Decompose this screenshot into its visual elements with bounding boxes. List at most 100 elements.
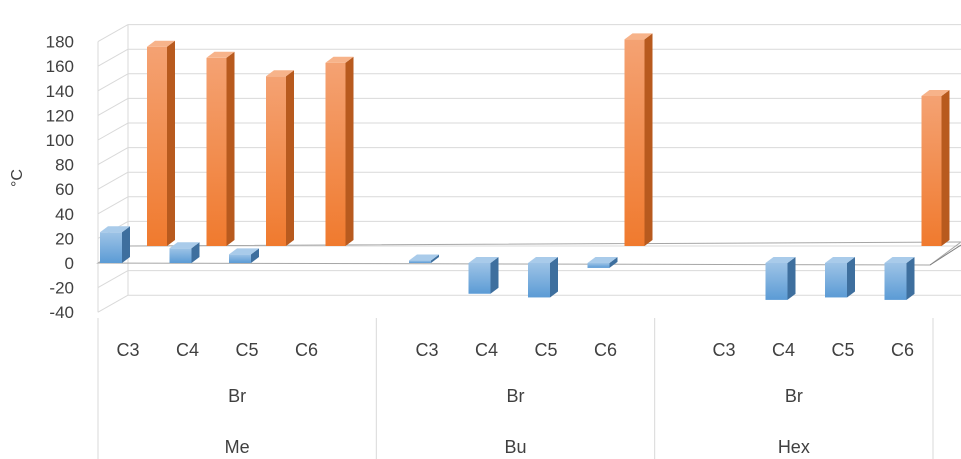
blue-bar-side [431, 254, 439, 263]
category-label: C3 [116, 340, 139, 360]
orange-bar-front [624, 39, 645, 246]
series-blue-bars [100, 226, 915, 300]
category-label: C6 [891, 340, 914, 360]
category-label: C5 [534, 340, 557, 360]
y-tick-label: 0 [65, 254, 74, 273]
y-tick-label: 20 [55, 229, 74, 248]
orange-bar [921, 89, 950, 246]
blue-bar-top [587, 257, 618, 263]
blue-bar-top [884, 257, 915, 263]
blue-bar-front [409, 260, 431, 263]
blue-bar-top [528, 257, 558, 263]
y-axis-title: °C [9, 169, 26, 187]
category-label: C4 [176, 340, 199, 360]
blue-bar-top [825, 257, 855, 263]
orange-bar-top [147, 40, 175, 47]
blue-bar [169, 242, 200, 263]
y-tick-label: 140 [46, 82, 74, 101]
category-label: C5 [831, 340, 854, 360]
category-group-label: Br [507, 386, 525, 406]
category-group-label: Br [228, 386, 246, 406]
gridline-side [97, 294, 129, 313]
series-orange-bars [147, 33, 950, 247]
blue-bar-front [825, 263, 847, 298]
blue-bar [468, 257, 499, 294]
blue-bar-front [468, 263, 491, 294]
blue-bar [528, 257, 558, 298]
blue-bar-top [468, 257, 499, 263]
y-tick-label: 160 [46, 57, 74, 76]
y-tick-label: 120 [46, 106, 74, 125]
orange-bar-front [325, 62, 346, 247]
blue-bar-front [169, 248, 192, 263]
category-label: C6 [594, 340, 617, 360]
orange-bar-top [206, 51, 235, 58]
blue-bar-top [169, 242, 200, 249]
orange-bar [147, 40, 175, 246]
blue-bar-side [122, 226, 130, 263]
orange-bar-side [167, 40, 175, 246]
blue-bar-side [609, 257, 618, 268]
y-tick-label: 100 [46, 131, 74, 150]
gridline-side [97, 73, 129, 92]
blue-bar-front [229, 254, 251, 263]
y-tick-label: 40 [55, 205, 74, 224]
orange-bar-side [226, 51, 235, 247]
blue-bar-side [847, 257, 855, 298]
blue-bar [765, 257, 796, 300]
gridline-side [97, 48, 129, 67]
blue-bar-front [884, 263, 907, 300]
category-label: C3 [415, 340, 438, 360]
blue-bar-front [587, 263, 610, 268]
orange-bar-top [325, 56, 354, 63]
blue-bar [229, 248, 259, 263]
category-supergroup-label: Me [225, 437, 250, 457]
blue-bar [884, 257, 915, 300]
orange-bar-side [941, 89, 950, 246]
orange-bar-front [206, 57, 227, 247]
orange-bar [325, 56, 354, 247]
orange-bar-side [644, 33, 653, 246]
zero-plane-edge [929, 244, 961, 266]
orange-bar [266, 70, 294, 246]
category-supergroup-label: Bu [504, 437, 526, 457]
blue-bar-front [100, 232, 122, 263]
y-tick-label: 60 [55, 180, 74, 199]
gridline-side [97, 270, 129, 289]
blue-bar-side [906, 257, 915, 300]
category-label: C6 [295, 340, 318, 360]
gridline-side [97, 97, 129, 116]
category-axis-table: C3 C4 C5 C6 C3 C4 C5 C6 C3 C4 C5 C6 Br Br Br Me Bu Hex [97, 318, 934, 459]
blue-bar-front [765, 263, 788, 300]
blue-bar-top [409, 254, 439, 261]
blue-bar-front [528, 263, 550, 298]
blue-bar-side [251, 248, 259, 263]
orange-bar-top [624, 33, 653, 40]
orange-bar [624, 33, 653, 246]
blue-bar-top [765, 257, 796, 263]
blue-bar [100, 226, 130, 263]
blue-bar-top [100, 226, 130, 233]
blue-bar-side [787, 257, 796, 300]
blue-bar [409, 254, 439, 263]
orange-bar-top [266, 70, 294, 77]
gridline-side [97, 122, 129, 141]
blue-bar-side [191, 242, 200, 263]
category-group-label: Br [785, 386, 803, 406]
gridline-side [97, 24, 129, 43]
y-tick-label: 80 [55, 156, 74, 175]
category-label: C4 [475, 340, 498, 360]
category-label: C4 [772, 340, 795, 360]
blue-bar-side [550, 257, 558, 298]
orange-bar-front [266, 76, 286, 246]
orange-bar-side [345, 56, 354, 247]
blue-bar-top [229, 248, 259, 255]
y-tick-label: -20 [49, 279, 74, 298]
blue-bar [587, 257, 618, 268]
category-supergroup-label: Hex [778, 437, 810, 457]
orange-bar-top [921, 89, 950, 96]
y-axis-tick-labels: -40 -20 0 20 40 60 80 100 120 140 160 180 [46, 33, 74, 323]
category-label: C5 [235, 340, 258, 360]
orange-bar-front [147, 46, 167, 246]
